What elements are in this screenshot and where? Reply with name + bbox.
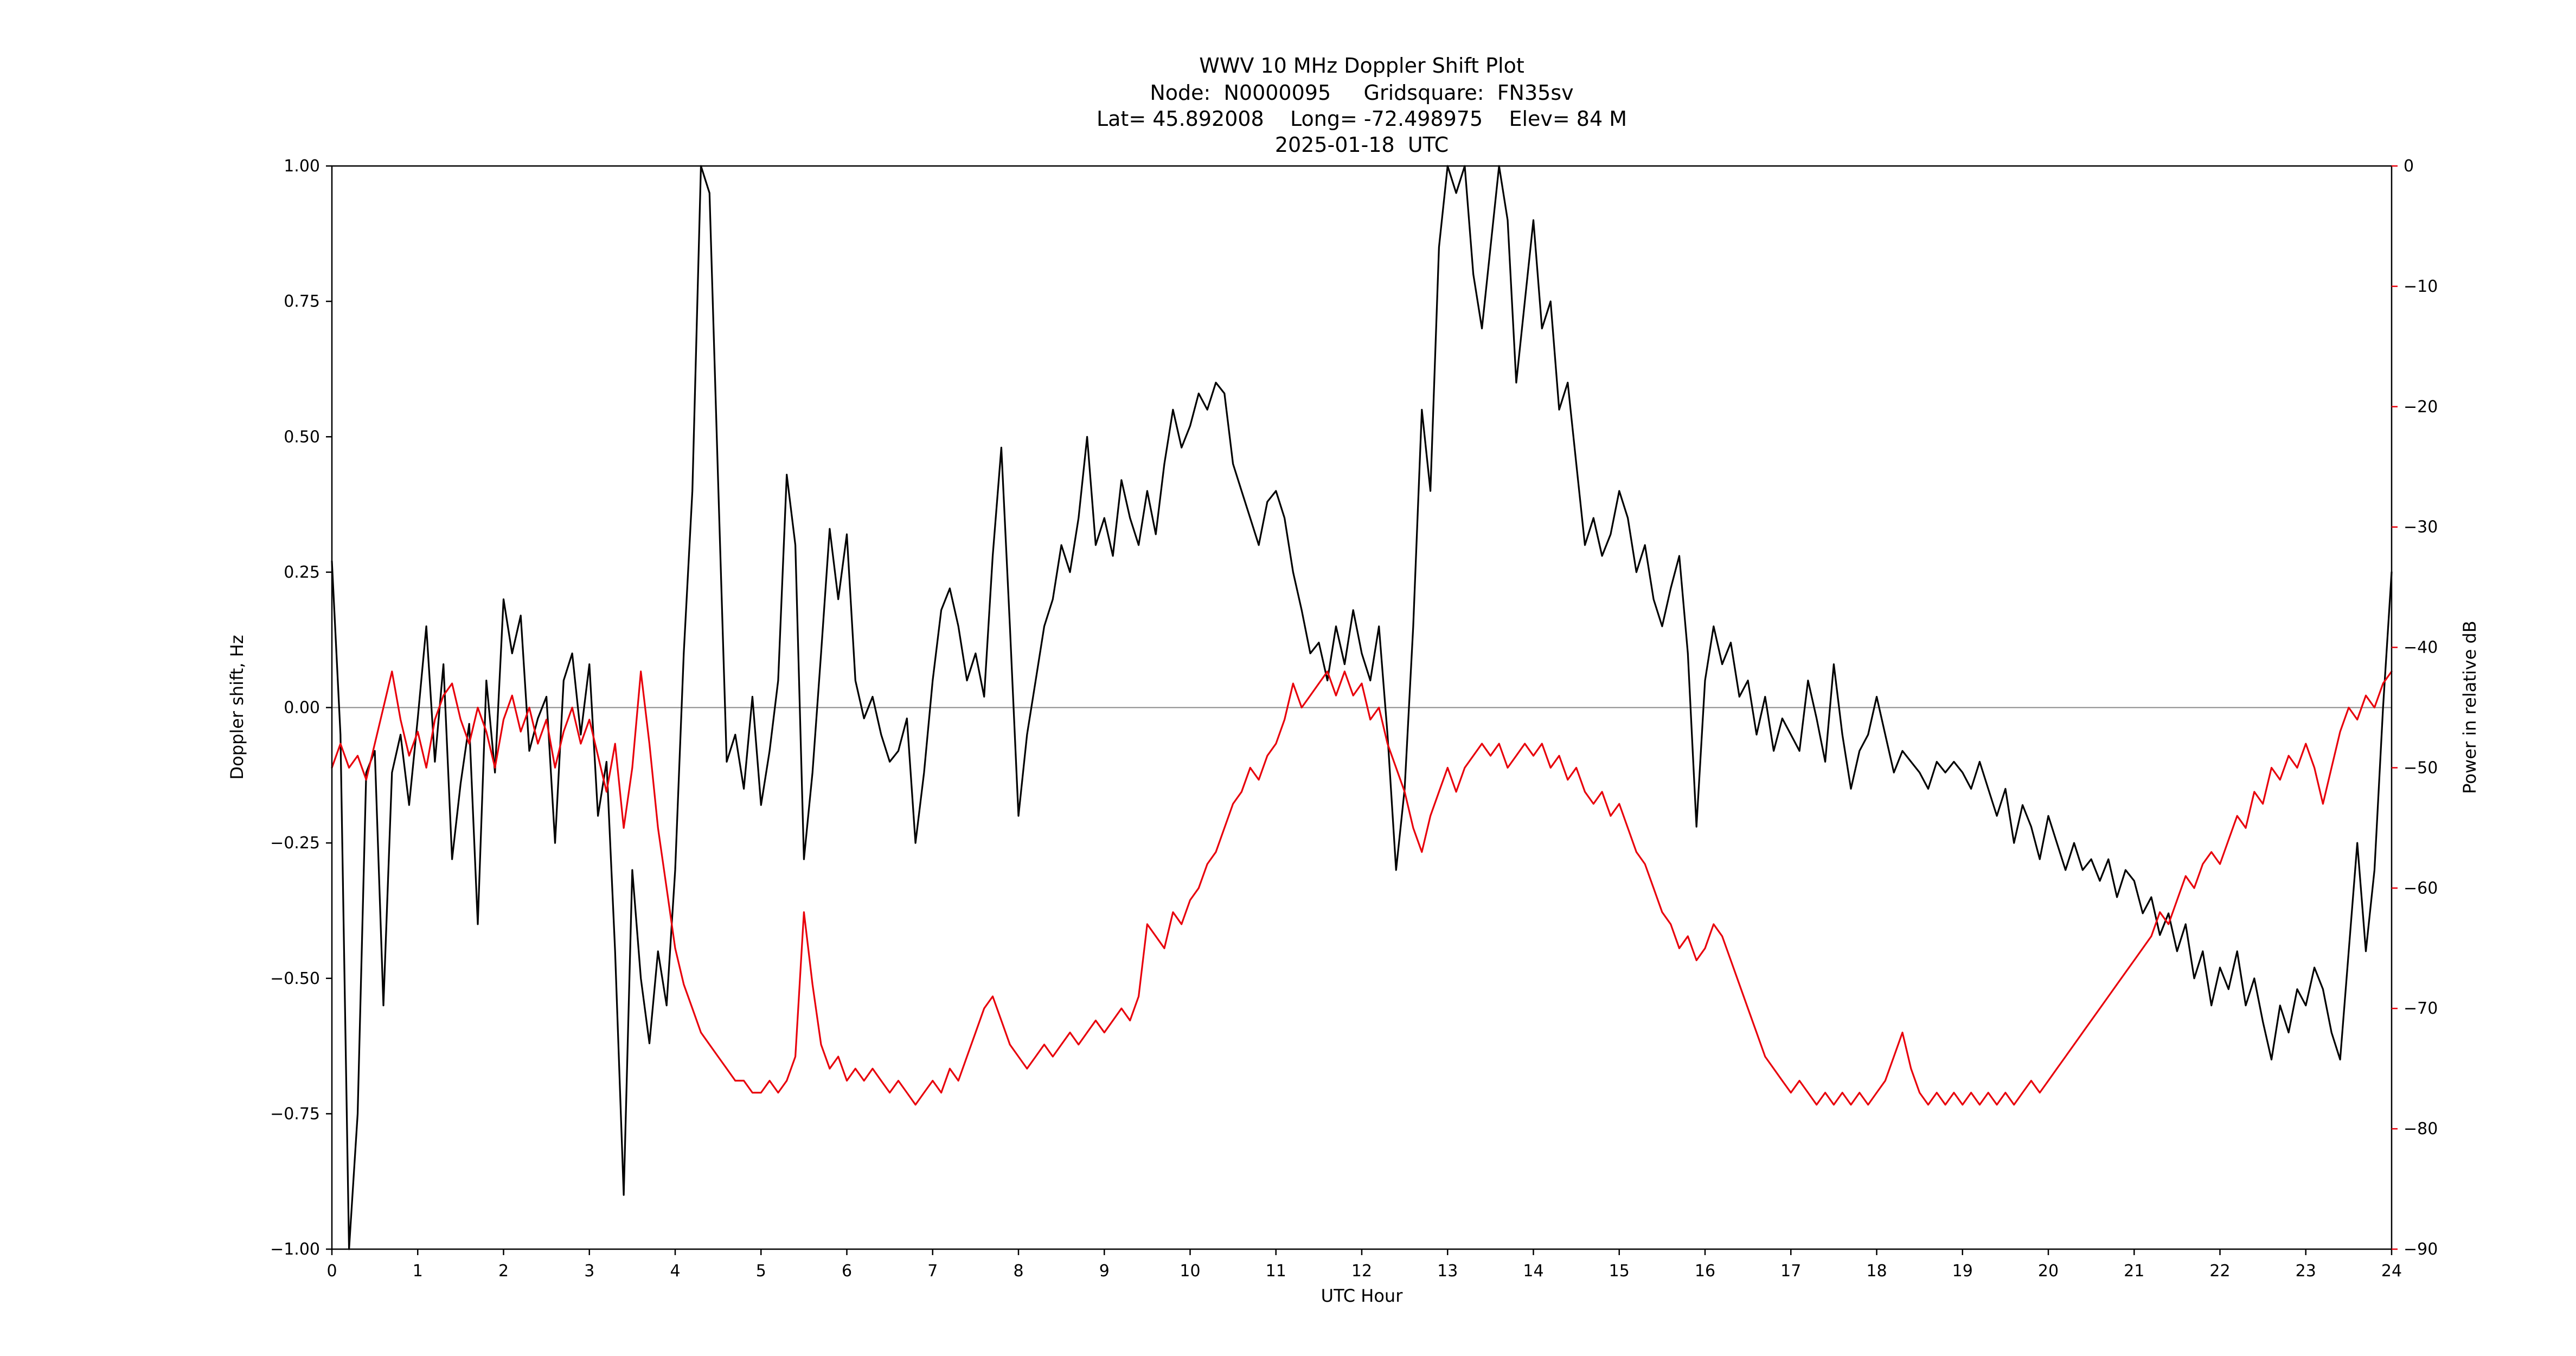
x-tick-label: 10 — [1180, 1262, 1200, 1281]
left-axis-label: Doppler shift, Hz — [227, 635, 247, 779]
doppler-series-line — [331, 165, 2393, 1250]
plot-area: 0 1 2 3 4 5 6 7 8 9 10 11 12 13 14 15 16 17 18 19 20 21 22 23 24… — [270, 157, 2438, 1281]
right-y-tick-label: −50 — [2404, 758, 2438, 777]
title-line-2: Node: N0000095 Gridsquare: FN35sv — [1150, 81, 1573, 105]
x-tick-label: 4 — [670, 1262, 680, 1281]
x-tick-label: 23 — [2296, 1262, 2316, 1281]
x-tick-label: 20 — [2038, 1262, 2059, 1281]
right-y-tick-label: −60 — [2404, 879, 2438, 898]
left-y-tick-label: 0.50 — [284, 427, 320, 446]
x-tick-label: 19 — [1952, 1262, 1973, 1281]
x-tick-label: 15 — [1609, 1262, 1630, 1281]
left-y-tick-label: −0.75 — [270, 1104, 320, 1123]
x-tick-label: 9 — [1099, 1262, 1110, 1281]
right-y-tick-label: −70 — [2404, 999, 2438, 1018]
right-y-tick-label: −10 — [2404, 277, 2438, 296]
x-tick-label: 7 — [927, 1262, 938, 1281]
left-y-tick-label: 1.00 — [284, 157, 320, 176]
x-tick-label: 1 — [413, 1262, 423, 1281]
left-y-tick-label: −0.50 — [270, 969, 320, 988]
x-tick-label: 14 — [1523, 1262, 1543, 1281]
x-tick-label: 21 — [2124, 1262, 2144, 1281]
x-tick-label: 16 — [1695, 1262, 1715, 1281]
left-y-tick-label: 0.25 — [284, 563, 320, 582]
title-line-4: 2025-01-18 UTC — [1275, 133, 1449, 157]
x-tick-label: 13 — [1437, 1262, 1458, 1281]
x-tick-label: 22 — [2209, 1262, 2230, 1281]
x-tick-label: 3 — [584, 1262, 594, 1281]
left-y-tick-label: 0.75 — [284, 292, 320, 311]
x-tick-label: 5 — [756, 1262, 766, 1281]
x-tick-label: 18 — [1866, 1262, 1887, 1281]
x-tick-label: 11 — [1266, 1262, 1286, 1281]
x-tick-label: 17 — [1780, 1262, 1801, 1281]
right-axis-label: Power in relative dB — [2459, 621, 2480, 794]
right-y-tick-label: −30 — [2404, 518, 2438, 537]
right-y-tick-label: −90 — [2404, 1240, 2438, 1259]
power-series-line — [331, 670, 2393, 1106]
right-y-tick-label: 0 — [2404, 157, 2414, 176]
x-tick-label: 8 — [1013, 1262, 1023, 1281]
left-y-tick-label: 0.00 — [284, 699, 320, 718]
right-y-tick-label: −80 — [2404, 1120, 2438, 1138]
right-y-tick-label: −20 — [2404, 398, 2438, 417]
left-y-tick-label: −0.25 — [270, 834, 320, 853]
right-y-tick-label: −40 — [2404, 638, 2438, 657]
x-tick-label: 12 — [1351, 1262, 1372, 1281]
x-axis-label: UTC Hour — [1321, 1285, 1404, 1306]
x-tick-label: 0 — [326, 1262, 337, 1281]
title-line-3: Lat= 45.892008 Long= -72.498975 Elev= 84… — [1097, 107, 1627, 131]
x-tick-label: 24 — [2381, 1262, 2402, 1281]
chart-title-block: WWV 10 MHz Doppler Shift Plot Node: N000… — [1097, 54, 1627, 157]
left-y-tick-label: −1.00 — [270, 1240, 320, 1259]
x-tick-label: 2 — [498, 1262, 509, 1281]
x-tick-label: 6 — [842, 1262, 852, 1281]
title-line-1: WWV 10 MHz Doppler Shift Plot — [1199, 54, 1524, 78]
